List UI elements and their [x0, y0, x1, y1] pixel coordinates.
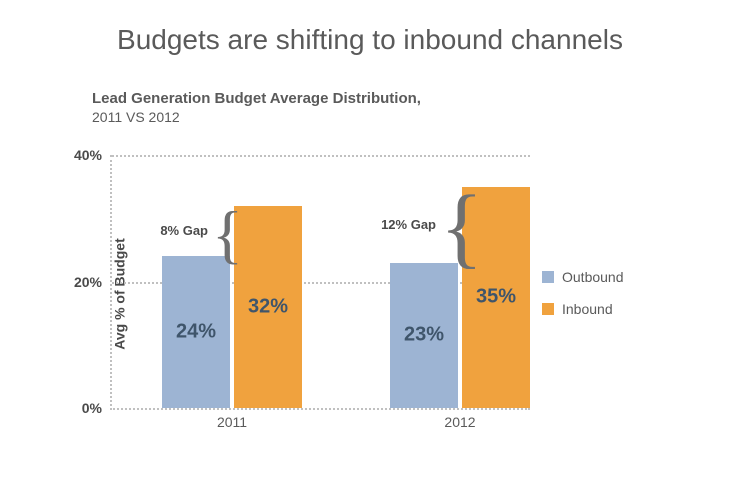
gap-brace-icon: }	[440, 183, 483, 273]
page-title: Budgets are shifting to inbound channels	[0, 0, 740, 56]
y-tick: 20%	[74, 274, 102, 290]
chart-container: Lead Generation Budget Average Distribut…	[92, 90, 712, 439]
bar-value-label: 24%	[176, 321, 216, 344]
legend: Outbound Inbound	[542, 269, 624, 333]
legend-swatch-inbound	[542, 303, 554, 315]
bar-inbound-2011: 32%	[234, 206, 302, 408]
legend-item-inbound: Inbound	[542, 301, 624, 317]
gridline	[112, 155, 530, 157]
bar-outbound-2011: 24%	[162, 256, 230, 408]
bar-outbound-2012: 23%	[390, 263, 458, 408]
y-tick: 0%	[82, 400, 102, 416]
bar-value-label: 32%	[248, 295, 288, 318]
x-tick: 2012	[444, 414, 475, 430]
y-tick: 40%	[74, 147, 102, 163]
x-tick: 2011	[217, 414, 247, 430]
legend-label-inbound: Inbound	[562, 301, 613, 317]
bar-value-label: 35%	[476, 286, 516, 309]
gap-brace-icon: }	[212, 202, 243, 267]
plot-area: 24%32%201123%35%2012}8% Gap}12% Gap	[110, 155, 530, 410]
chart-title: Lead Generation Budget Average Distribut…	[92, 90, 712, 107]
plot-outer: Avg % of Budget 24%32%201123%35%2012}8% …	[104, 149, 704, 439]
gap-annotation: 12% Gap	[381, 217, 436, 232]
bar-value-label: 23%	[404, 324, 444, 347]
gap-annotation: 8% Gap	[160, 223, 208, 238]
legend-swatch-outbound	[542, 271, 554, 283]
legend-item-outbound: Outbound	[542, 269, 624, 285]
legend-label-outbound: Outbound	[562, 269, 624, 285]
chart-subtitle: 2011 VS 2012	[92, 109, 712, 125]
